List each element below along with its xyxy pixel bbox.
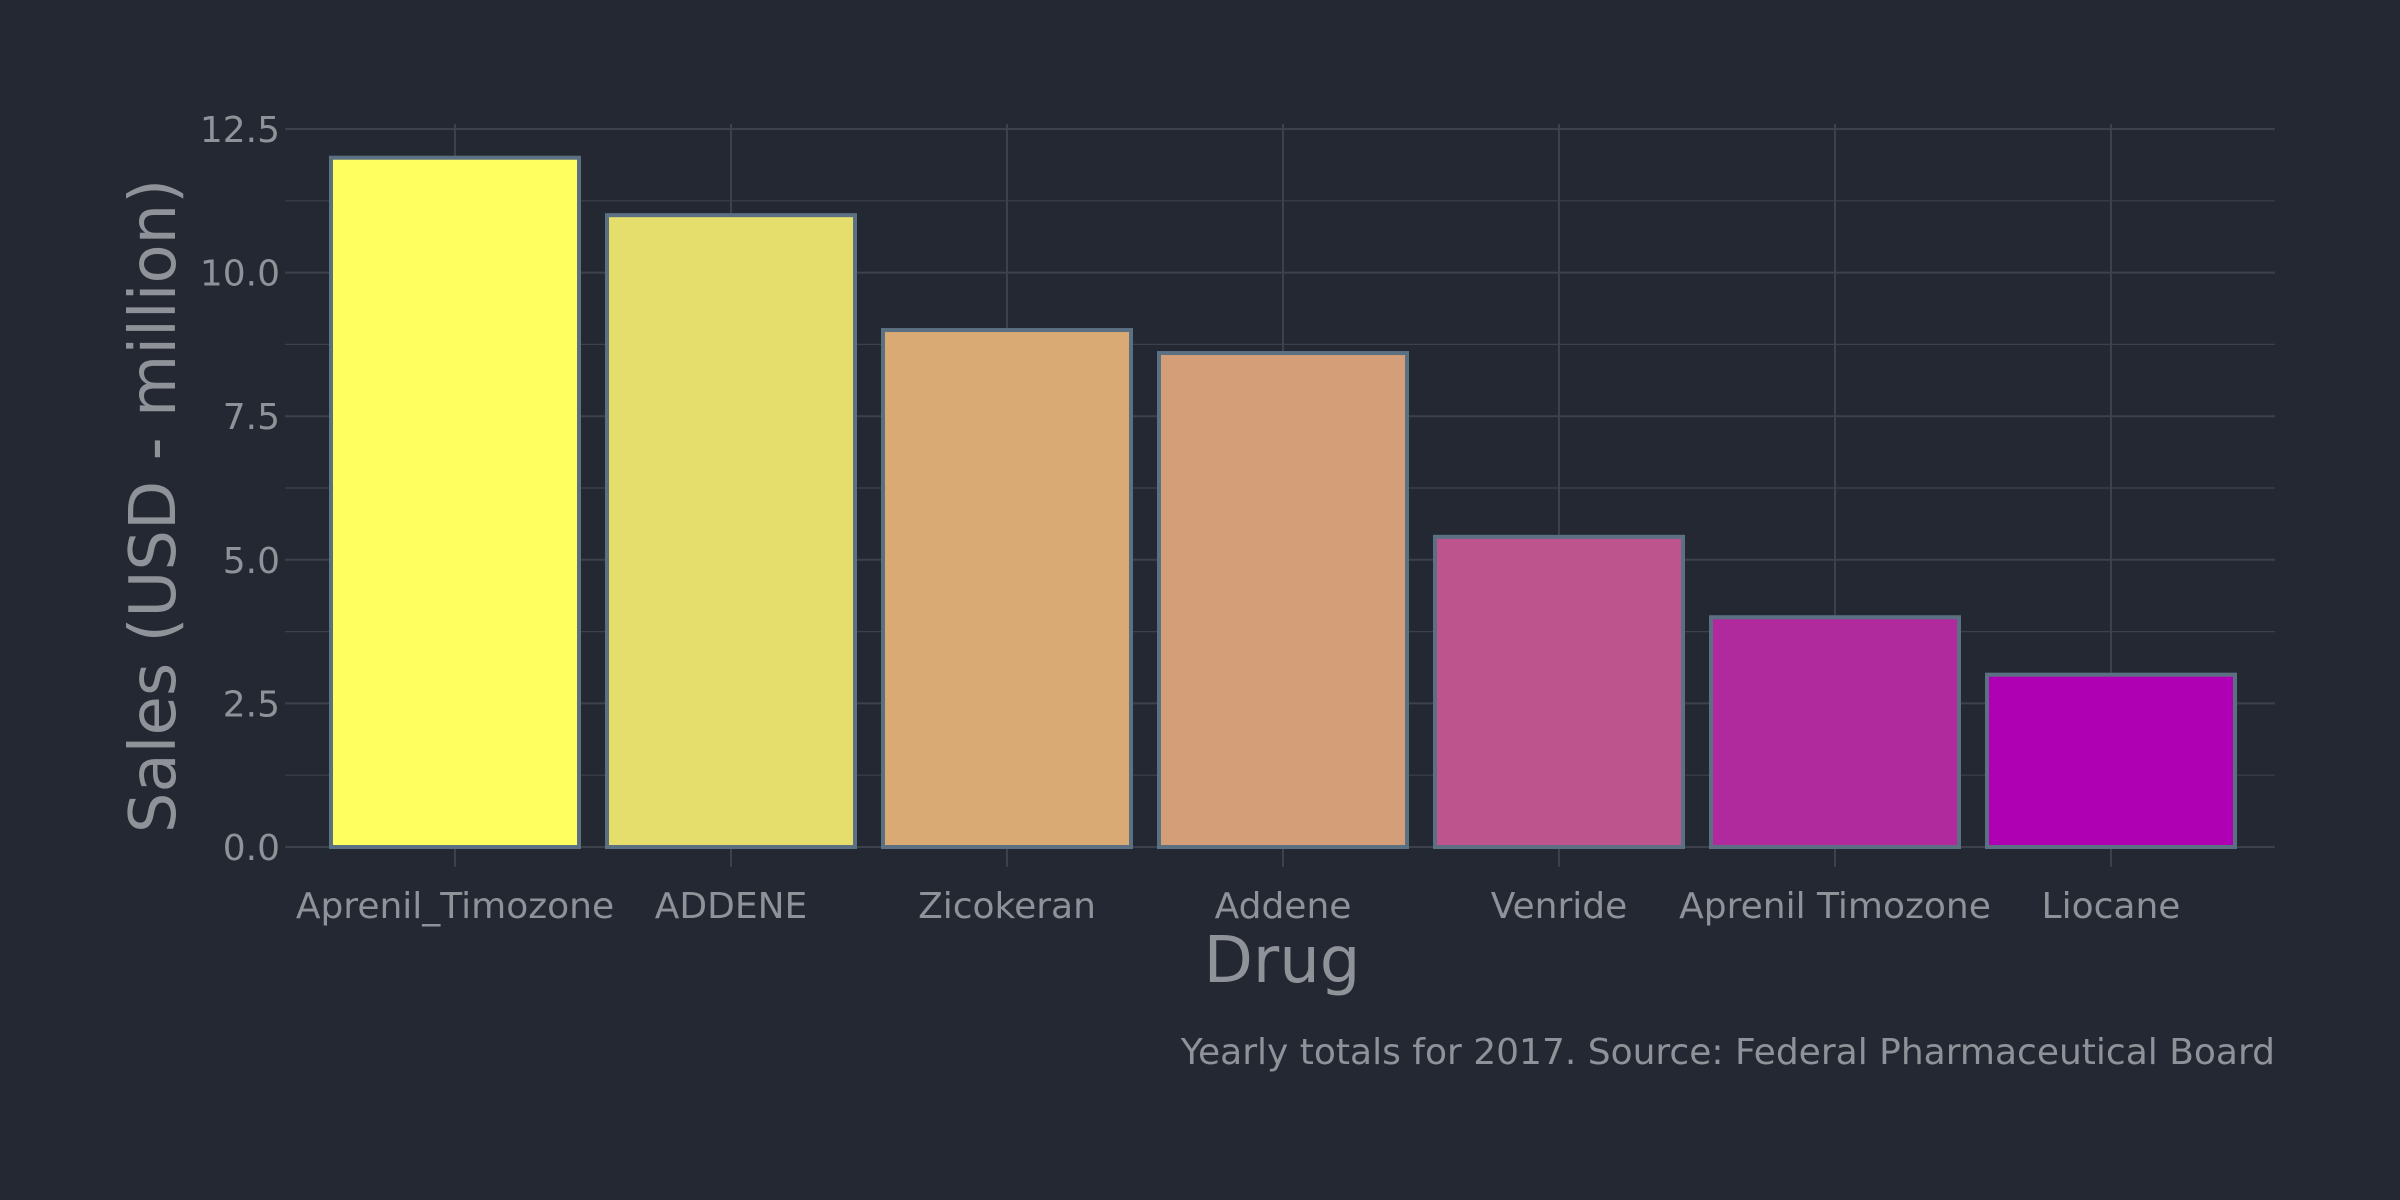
x-tick-labels: Aprenil_Timozone ADDENE Zicokeran Addene Ven… <box>296 886 2181 927</box>
x-tick-label: Addene <box>1215 886 1352 927</box>
x-tick-label: Aprenil_Timozone <box>296 886 614 927</box>
bar-liocane <box>1985 672 2237 849</box>
y-tick-labels: 0.0 2.5 5.0 7.5 10.0 12.5 <box>200 110 280 869</box>
x-tick-label: Zicokeran <box>918 886 1096 927</box>
chart-caption: Yearly totals for 2017. Source: Federal … <box>1180 1032 2275 1073</box>
bar-addene <box>1157 351 1409 849</box>
bar-venride <box>1433 534 1685 849</box>
x-tick-label: Venride <box>1491 886 1628 927</box>
y-tick-label: 2.5 <box>223 684 280 725</box>
x-tick-label: ADDENE <box>655 886 808 927</box>
y-tick-label: 7.5 <box>223 397 280 438</box>
x-tick-label: Liocane <box>2042 886 2181 927</box>
y-tick-label: 12.5 <box>200 110 280 151</box>
y-axis-title: Sales (USD - million) <box>117 179 191 833</box>
bar-addene <box>605 213 857 850</box>
x-axis-title: Drug <box>1204 924 1361 998</box>
bar-aprenil-timozone <box>329 155 581 850</box>
y-tick-label: 5.0 <box>223 541 280 582</box>
bar-aprenil-timozone <box>1709 615 1961 849</box>
bars <box>329 155 2237 850</box>
y-tick-label: 10.0 <box>200 254 280 295</box>
y-tick-label: 0.0 <box>223 828 280 869</box>
bar-zicokeran <box>881 328 1133 850</box>
x-tick-label: Aprenil Timozone <box>1679 886 1991 927</box>
